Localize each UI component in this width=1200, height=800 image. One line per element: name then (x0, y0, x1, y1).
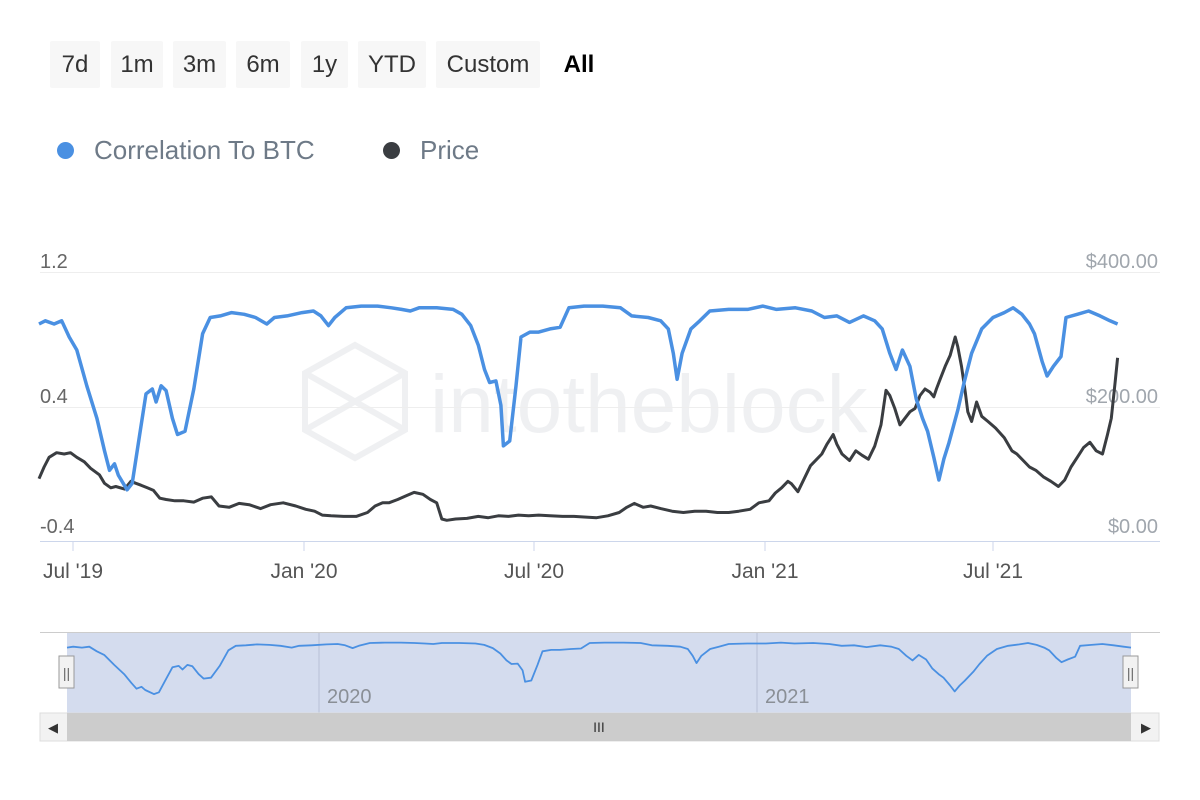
navigator-year-label: 2020 (327, 686, 372, 708)
navigator-handle-left[interactable]: || (58, 655, 75, 689)
x-tick-label: Jan '20 (270, 560, 337, 583)
legend: Correlation To BTC Price (0, 128, 1200, 172)
legend-dot-price (383, 141, 400, 159)
navigator-series-correlation (66, 641, 1132, 695)
right-tick-label: $0.00 (1108, 516, 1158, 538)
range-button-custom[interactable]: Custom (436, 41, 540, 88)
scrollbar-thumb-grip: III (593, 719, 605, 735)
watermark-logo-icon (302, 341, 408, 462)
navigator-year-label: 2021 (765, 686, 810, 708)
legend-dot-correlation (57, 141, 74, 159)
navigator-handle-right[interactable]: || (1122, 655, 1139, 689)
range-selector: 7d 1m 3m 6m 1y YTD Custom All (0, 0, 1200, 100)
x-tick-label: Jul '20 (504, 560, 564, 583)
series-line-price (37, 335, 1120, 522)
right-tick-label: $200.00 (1086, 386, 1158, 408)
watermark: intotheblock (302, 341, 869, 462)
range-button-ytd[interactable]: YTD (358, 41, 426, 88)
left-tick-label: 1.2 (40, 251, 68, 273)
x-tick-label: Jul '19 (43, 560, 103, 583)
legend-label-correlation: Correlation To BTC (94, 134, 315, 165)
left-tick-label: 0.4 (40, 386, 68, 408)
x-tick-label: Jan '21 (731, 560, 798, 583)
navigator: 2020 2021 || || (40, 632, 1160, 713)
range-button-1m[interactable]: 1m (111, 41, 163, 88)
right-tick-label: $400.00 (1086, 251, 1158, 273)
range-button-1y[interactable]: 1y (301, 41, 348, 88)
range-button-6m[interactable]: 6m (236, 41, 290, 88)
right-axis: $400.00 $200.00 $0.00 (1086, 251, 1158, 538)
scrollbar-thumb[interactable] (67, 713, 1131, 741)
scrollbar: III ◀ ▶ (39, 712, 1160, 742)
range-button-all[interactable]: All (551, 41, 607, 88)
watermark-text: intotheblock (430, 359, 869, 450)
x-axis: Jul '19 Jan '20 Jul '20 Jan '21 Jul '21 (43, 541, 1023, 583)
legend-item-price[interactable]: Price (383, 128, 479, 172)
left-tick-label: -0.4 (40, 516, 74, 538)
navigator-selected-range[interactable] (67, 633, 1131, 713)
scroll-right-arrow-icon[interactable]: ▶ (1141, 720, 1151, 735)
left-axis: 1.2 0.4 -0.4 (40, 251, 74, 538)
range-button-7d[interactable]: 7d (50, 41, 100, 88)
scroll-left-arrow-icon[interactable]: ◀ (48, 720, 58, 735)
legend-item-correlation[interactable]: Correlation To BTC (57, 128, 315, 172)
legend-label-price: Price (420, 134, 480, 165)
range-button-3m[interactable]: 3m (173, 41, 226, 88)
gridlines (40, 272, 1160, 408)
navigator-handle-left-grip: || (63, 665, 70, 681)
navigator-handle-right-grip: || (1127, 665, 1134, 681)
series-line-correlation (38, 304, 1119, 492)
x-tick-label: Jul '21 (963, 560, 1023, 583)
